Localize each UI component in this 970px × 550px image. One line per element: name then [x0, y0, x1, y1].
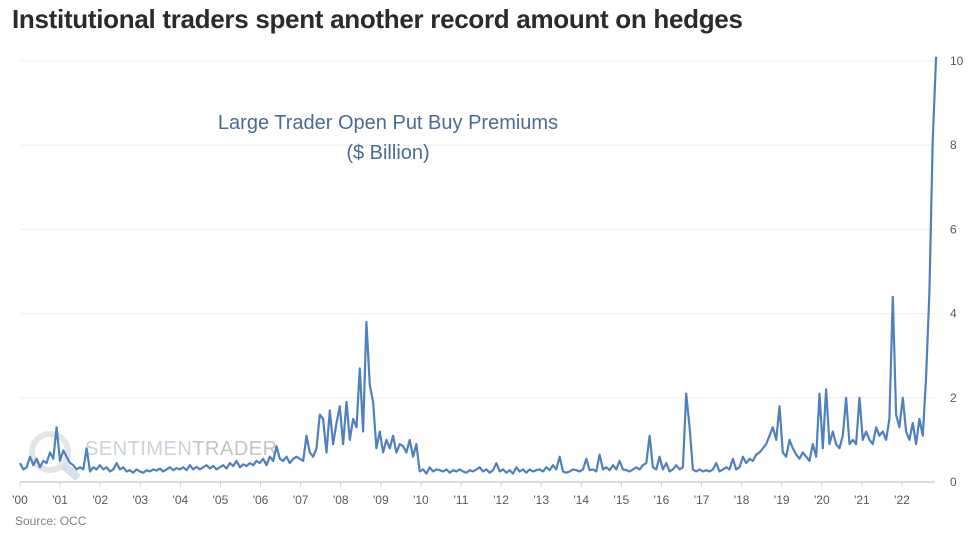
x-tick-label: '07 [293, 493, 309, 507]
x-tick-label: '19 [774, 493, 790, 507]
y-tick-label: 6 [950, 222, 957, 236]
x-tick-label: '21 [854, 493, 870, 507]
chart-series-unit: ($ Billion) [346, 142, 430, 164]
x-tick-label: '01 [52, 493, 68, 507]
chart-series-title: Large Trader Open Put Buy Premiums [217, 112, 559, 134]
x-tick-label: '05 [213, 493, 229, 507]
x-tick-label: '12 [493, 493, 509, 507]
y-tick-label: 10 [950, 54, 964, 68]
x-tick-label: '17 [694, 493, 710, 507]
y-tick-label: 0 [950, 475, 957, 489]
watermark: SENTIMENTRADER [85, 438, 278, 461]
chart-annotation: Large Trader Open Put Buy Premiums ($ Bi… [178, 108, 598, 168]
watermark-part2: TRADER [192, 438, 278, 460]
source-note: Source: OCC [15, 514, 87, 528]
x-tick-label: '03 [132, 493, 148, 507]
y-tick-label: 2 [950, 391, 957, 405]
x-tick-label: '10 [413, 493, 429, 507]
x-tick-label: '02 [92, 493, 108, 507]
x-tick-label: '13 [533, 493, 549, 507]
chart-title: Institutional traders spent another reco… [12, 4, 743, 34]
y-tick-label: 4 [950, 307, 957, 321]
x-tick-label: '00 [12, 493, 28, 507]
series-line [19, 56, 938, 475]
x-tick-label: '15 [614, 493, 630, 507]
x-tick-label: '14 [573, 493, 589, 507]
x-tick-label: '16 [654, 493, 670, 507]
x-tick-label: '08 [333, 493, 349, 507]
x-tick-label: '18 [734, 493, 750, 507]
x-tick-label: '04 [173, 493, 189, 507]
watermark-part1: SENTIMEN [85, 438, 193, 460]
x-tick-label: '09 [373, 493, 389, 507]
x-tick-label: '22 [894, 493, 910, 507]
watermark-logo-icon [20, 430, 240, 480]
y-tick-label: 8 [950, 138, 957, 152]
x-tick-label: '20 [814, 493, 830, 507]
x-tick-label: '06 [253, 493, 269, 507]
x-tick-label: '11 [454, 493, 469, 507]
